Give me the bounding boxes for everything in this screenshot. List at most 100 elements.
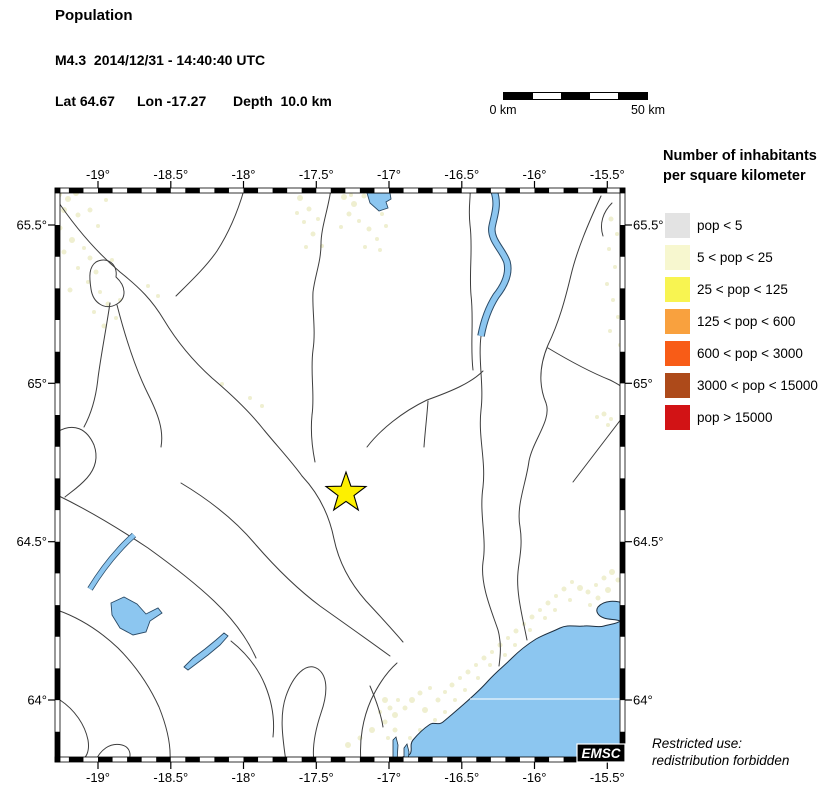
epicenter-star — [324, 470, 368, 512]
lon-tick-label-top: -18° — [232, 167, 256, 182]
population-patch-dot — [349, 193, 353, 197]
event-latitude: Lat 64.67 — [55, 93, 115, 109]
population-patch-dot — [538, 608, 542, 612]
emsc-logo: EMSC — [576, 743, 626, 763]
legend-swatch — [665, 277, 690, 302]
population-patch-dot — [463, 688, 467, 692]
population-patch-dot — [384, 224, 388, 228]
legend-item: pop > 15000 — [665, 405, 772, 430]
population-patch-dot — [481, 655, 487, 661]
population-patch-dot — [98, 290, 102, 294]
population-patch-dot — [408, 736, 412, 740]
population-patch-dot — [260, 404, 264, 408]
lon-tick-label-bottom: -19° — [86, 770, 110, 785]
ocean — [398, 600, 625, 762]
legend-item: 3000 < pop < 15000 — [665, 373, 818, 398]
restricted-line1: Restricted use: — [652, 736, 743, 751]
population-patch-dot — [435, 697, 441, 703]
population-patch-dot — [605, 282, 609, 286]
population-patch-dot — [528, 628, 532, 632]
population-patch-dot — [595, 415, 599, 419]
lat-tick-label-right: 64.5° — [633, 534, 664, 549]
population-patch-dot — [529, 614, 535, 620]
population-patch-dot — [585, 589, 591, 595]
population-patch-dot — [443, 710, 447, 714]
population-patch-dot — [588, 603, 592, 607]
population-patch-dot — [476, 676, 480, 680]
scale-segment — [589, 93, 619, 99]
population-patch-dot — [554, 594, 558, 598]
population-patch-dot — [543, 616, 547, 620]
population-patch-dot — [570, 580, 574, 584]
lake — [110, 596, 163, 636]
lon-tick-label-bottom: -18° — [232, 770, 256, 785]
lake — [366, 192, 392, 212]
population-patch-dot — [545, 600, 551, 606]
water-features — [87, 189, 625, 762]
lat-tick-label-left: 64° — [27, 693, 47, 708]
restricted-use-note: Restricted use: redistribution forbidden — [652, 735, 789, 769]
axis-ticks-and-labels: -19° -19° -18.5° -18.5° -18° -18° -17.5° -17.5°… — [16, 167, 663, 785]
map-frame — [54, 187, 626, 763]
lon-tick-label-top: -17° — [377, 167, 401, 182]
population-patch-dot — [61, 249, 67, 255]
population-patch-dot — [316, 217, 320, 221]
population-patch-dot — [345, 742, 351, 748]
population-patch-dot — [220, 382, 224, 386]
population-patch-dot — [392, 727, 398, 733]
population-patch-dot — [615, 232, 619, 236]
lon-tick-label-bottom: -16° — [523, 770, 547, 785]
event-depth: Depth 10.0 km — [233, 93, 332, 109]
population-patch-dot — [506, 636, 510, 640]
legend-swatch — [665, 373, 690, 398]
population-patch-dot — [474, 663, 478, 667]
population-patch-dot — [87, 255, 93, 261]
population-patch-dot — [76, 266, 80, 270]
legend-title-line2: per square kilometer — [663, 168, 806, 184]
population-patch-dot — [490, 650, 494, 654]
lon-tick-label-top: -18.5° — [153, 167, 188, 182]
population-patch-dot — [357, 219, 361, 223]
scale-segment — [561, 93, 590, 99]
lon-tick-label-top: -19° — [86, 167, 110, 182]
population-patch-dot — [417, 690, 423, 696]
population-patch-dot — [366, 226, 372, 232]
population-patch-dot — [156, 294, 160, 298]
legend-label: 3000 < pop < 15000 — [697, 378, 818, 393]
event-magnitude-time: M4.3 2014/12/31 - 14:40:40 UTC — [55, 52, 266, 68]
population-patch-dot — [92, 310, 96, 314]
population-patch-dot — [392, 712, 398, 718]
lon-tick-label-top: -15.5° — [590, 167, 625, 182]
population-patch-dot — [616, 315, 620, 319]
population-patch-dot — [608, 216, 614, 222]
population-patch-dot — [104, 198, 108, 202]
population-patch-dot — [339, 225, 343, 229]
population-patch-dot — [378, 248, 382, 252]
population-patch-dot — [310, 231, 316, 237]
population-patch-dot — [428, 686, 432, 690]
population-patch-dot — [387, 705, 393, 711]
population-patch-dot — [375, 237, 379, 241]
population-patch-dot — [594, 583, 598, 587]
river-lines — [55, 188, 625, 762]
legend-swatch — [665, 405, 690, 430]
page-title: Population — [55, 7, 133, 24]
population-patch-dot — [607, 247, 611, 251]
population-patch-dot — [357, 735, 363, 741]
population-patch-dot — [513, 643, 517, 647]
blue-river — [88, 533, 136, 591]
event-longitude: Lon -17.27 — [137, 93, 207, 109]
legend-label: 125 < pop < 600 — [697, 314, 796, 329]
legend-swatch — [665, 245, 690, 270]
legend-title: Number of inhabitants per square kilomete… — [663, 146, 817, 186]
lat-tick-label-right: 65° — [633, 376, 653, 391]
legend-item: 5 < pop < 25 — [665, 245, 773, 270]
legend-swatch — [665, 309, 690, 334]
population-patch-dot — [304, 245, 308, 249]
population-patch-dot — [611, 298, 615, 302]
blue-river — [478, 190, 511, 337]
population-patch-dot — [422, 707, 428, 713]
population-patch-dot — [608, 329, 612, 333]
legend-item: 25 < pop < 125 — [665, 277, 788, 302]
